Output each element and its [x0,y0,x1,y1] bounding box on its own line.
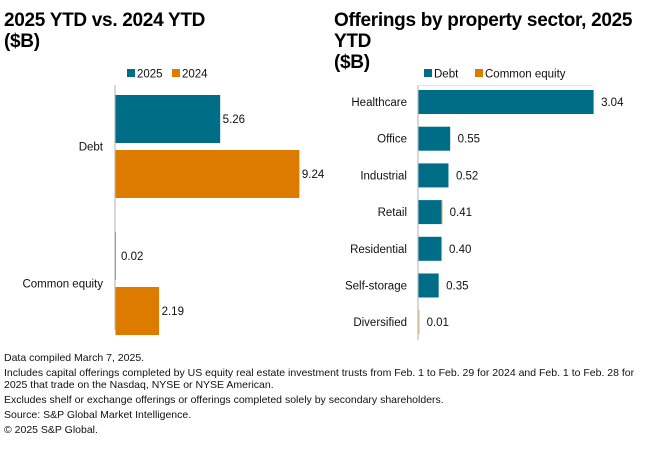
legend-swatch-2025 [127,69,135,77]
total-label-self-storage: 0.35 [446,281,468,293]
bar-diversified-common-equity [418,310,420,335]
right-chart-title-line1: Offerings by property sector, 2025 YTD [334,10,633,52]
bar-retail-common-equity [441,200,443,225]
left-chart-title-line2: ($B) [4,31,40,52]
category-label-debt: Debt [79,142,104,154]
data-label-common-equity-2025: 0.02 [121,251,143,263]
bar-healthcare-debt [418,90,594,114]
category-label-diversified: Diversified [353,317,407,329]
bar-debt-2024 [115,150,300,198]
legend-label-2025: 2025 [137,69,163,81]
right-chart-title: Offerings by property sector, 2025 YTD (… [334,10,660,73]
legend-label-2024: 2024 [182,69,208,81]
left-chart-title: 2025 YTD vs. 2024 YTD ($B) [4,10,324,52]
legend-swatch-common-equity [475,69,483,77]
total-label-industrial: 0.52 [456,170,478,182]
total-label-office: 0.55 [458,134,480,146]
bar-industrial-debt [418,163,449,188]
category-label-healthcare: Healthcare [351,97,407,109]
category-label-self-storage: Self-storage [345,281,407,293]
category-label-common-equity: Common equity [22,279,103,291]
category-label-residential: Residential [350,244,407,256]
bar-retail-debt [418,200,442,225]
legend-label-debt: Debt [434,69,459,81]
data-label-debt-2024: 9.24 [302,169,325,181]
category-label-retail: Retail [378,207,407,219]
footnote-exclusions: Excludes shelf or exchange offerings or … [4,394,444,406]
total-label-diversified: 0.01 [427,317,449,329]
data-label-common-equity-2024: 2.19 [162,306,184,318]
left-chart-title-line1: 2025 YTD vs. 2024 YTD [4,10,206,31]
bar-common-equity-2024 [115,287,160,335]
footnote-copyright: © 2025 S&P Global. [4,424,98,436]
total-label-retail: 0.41 [450,207,472,219]
right-chart-title-line2: ($B) [334,52,370,73]
footnote-date: Data compiled March 7, 2025. [4,352,145,364]
category-label-industrial: Industrial [360,170,407,182]
data-label-debt-2025: 5.26 [223,114,245,126]
bar-self-storage-debt [418,273,439,298]
bar-debt-2025 [115,95,221,143]
total-label-healthcare: 3.04 [601,97,624,109]
category-label-office: Office [377,134,407,146]
footnote-source: Source: S&P Global Market Intelligence. [4,409,192,421]
legend-swatch-debt [424,69,432,77]
bar-office-debt [418,126,451,151]
total-label-residential: 0.40 [449,244,471,256]
legend-label-common-equity: Common equity [485,69,566,81]
bar-residential-debt [418,236,442,261]
legend-swatch-2024 [172,69,180,77]
footnote-scope: Includes capital offerings completed by … [4,367,635,391]
